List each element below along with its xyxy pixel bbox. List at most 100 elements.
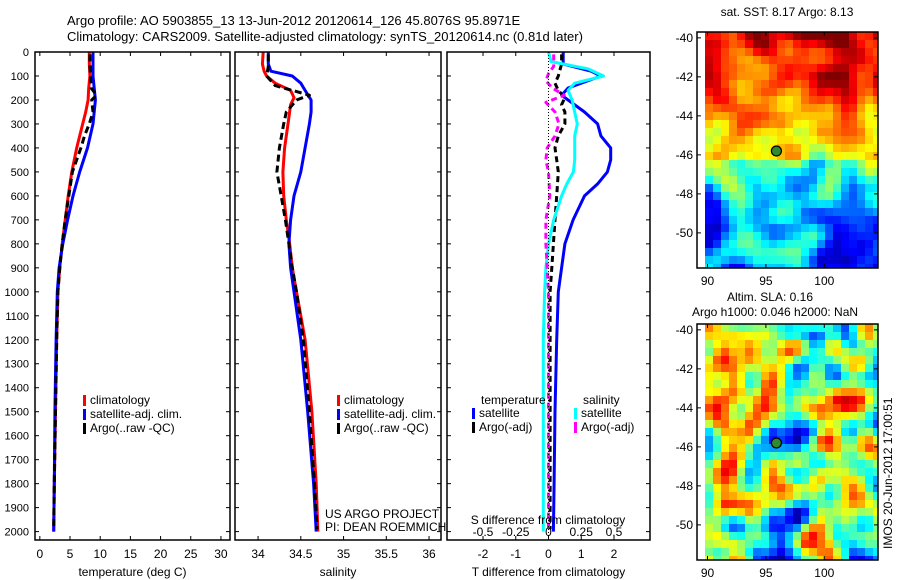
map-cell xyxy=(737,112,745,120)
map-cell xyxy=(785,216,793,224)
map-cell xyxy=(793,356,801,364)
map-cell xyxy=(785,324,793,332)
map-cell xyxy=(769,444,777,452)
map-cell xyxy=(753,508,761,516)
map-cell xyxy=(793,468,801,476)
map-cell xyxy=(841,120,849,128)
map-cell xyxy=(737,64,745,72)
map-cell xyxy=(713,240,721,248)
map-cell xyxy=(753,420,761,428)
map-cell xyxy=(785,356,793,364)
map-cell xyxy=(705,412,713,420)
map-cell xyxy=(809,476,817,484)
x-tick-label: 15 xyxy=(124,547,138,561)
map-cell xyxy=(753,96,761,104)
map-cell xyxy=(721,380,729,388)
map-cell xyxy=(865,240,873,248)
map-cell xyxy=(793,404,801,412)
map-cell xyxy=(705,468,713,476)
map-cell xyxy=(761,412,769,420)
map-cell xyxy=(873,444,878,452)
map-cell xyxy=(785,532,793,540)
map-cell xyxy=(841,128,849,136)
map-cell xyxy=(841,48,849,56)
map-cell xyxy=(849,32,857,40)
map-cell xyxy=(817,208,825,216)
map-cell xyxy=(713,420,721,428)
map-cell xyxy=(857,192,865,200)
map-cell xyxy=(785,136,793,144)
map-cell xyxy=(705,184,713,192)
map-cell xyxy=(849,208,857,216)
map-cell xyxy=(761,264,769,268)
map-cell xyxy=(809,32,817,40)
map-cell xyxy=(745,232,753,240)
map-cell xyxy=(817,340,825,348)
map-cell xyxy=(809,532,817,540)
map-cell xyxy=(737,364,745,372)
map-cell xyxy=(737,548,745,556)
map-cell xyxy=(761,216,769,224)
map-cell xyxy=(841,232,849,240)
map-cell xyxy=(825,484,833,492)
map-cell xyxy=(809,48,817,56)
map-cell xyxy=(849,104,857,112)
map-cell xyxy=(865,516,873,524)
map-cell xyxy=(721,412,729,420)
map-cell xyxy=(793,524,801,532)
map-cell xyxy=(865,200,873,208)
map-cell xyxy=(801,96,809,104)
map-cell xyxy=(873,104,878,112)
map-cell xyxy=(705,356,713,364)
map-cell xyxy=(713,96,721,104)
map-cell xyxy=(793,324,801,332)
map-cell xyxy=(753,324,761,332)
map-cell xyxy=(865,256,873,264)
map-cell xyxy=(753,136,761,144)
map-cell xyxy=(825,372,833,380)
map-cell xyxy=(793,192,801,200)
map-cell xyxy=(713,332,721,340)
map-cell xyxy=(849,372,857,380)
map-cell xyxy=(785,56,793,64)
map-cell xyxy=(833,484,841,492)
map-cell xyxy=(705,48,713,56)
map-cell xyxy=(713,516,721,524)
map-cell xyxy=(793,532,801,540)
map-cell xyxy=(825,104,833,112)
map-cell xyxy=(825,476,833,484)
map-cell xyxy=(705,176,713,184)
map-cell xyxy=(769,492,777,500)
map-cell xyxy=(745,516,753,524)
map-cell xyxy=(873,32,878,40)
map-cell xyxy=(777,200,785,208)
map-cell xyxy=(793,176,801,184)
map-cell xyxy=(737,256,745,264)
map-cell xyxy=(817,428,825,436)
map-cell xyxy=(729,436,737,444)
map-cell xyxy=(841,136,849,144)
map-cell xyxy=(777,168,785,176)
map-cell xyxy=(777,192,785,200)
map-cell xyxy=(745,476,753,484)
map-cell xyxy=(769,324,777,332)
map-cell xyxy=(737,556,745,560)
map-cell xyxy=(809,484,817,492)
map-cell xyxy=(793,248,801,256)
map-cell xyxy=(769,96,777,104)
map-cell xyxy=(705,492,713,500)
map-cell xyxy=(721,104,729,112)
map-cell xyxy=(849,88,857,96)
map-cell xyxy=(777,548,785,556)
map-cell xyxy=(857,460,865,468)
map-cell xyxy=(729,264,737,268)
map-cell xyxy=(793,56,801,64)
map-cell xyxy=(833,396,841,404)
map-cell xyxy=(721,56,729,64)
map-cell xyxy=(809,216,817,224)
x-axis-label: T difference from climatology xyxy=(472,565,626,579)
map-cell xyxy=(809,56,817,64)
map-cell xyxy=(833,136,841,144)
map-cell xyxy=(873,152,878,160)
map-cell xyxy=(841,476,849,484)
